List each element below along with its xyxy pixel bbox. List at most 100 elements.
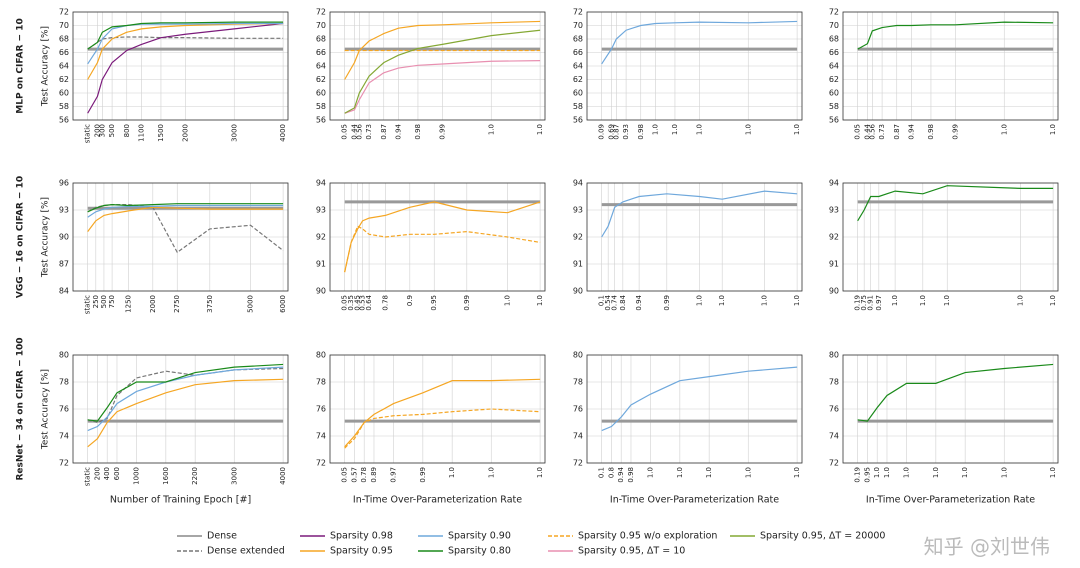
y-tick-label: 72 [573,8,583,17]
series-line [87,363,284,422]
y-tick-label: 76 [573,405,583,414]
x-tick-label: 0.98 [637,124,645,140]
plot-frame [329,182,546,292]
series-line [87,22,284,80]
x-tick-label: 0.78 [360,467,368,483]
series-line [344,378,541,448]
y-tick-label: 56 [573,116,583,125]
x-tick-label: 0.99 [419,467,427,483]
y-tick-label: 58 [573,102,583,111]
series-line [87,206,284,232]
y-tick-label: 90 [829,287,839,296]
y-tick-label: 70 [573,21,583,30]
y-tick-label: 66 [829,48,839,57]
x-tick-label: 1100 [137,124,145,142]
x-tick-label: static [84,467,92,486]
y-tick-label: 58 [59,102,69,111]
x-tick-label: 0.57 [350,467,358,483]
x-tick-label: 200 [93,467,101,480]
x-tick-label: 0.73 [878,124,886,140]
y-tick-label: 62 [59,75,69,84]
x-tick-label: 4000 [279,124,287,142]
x-tick-label: 0.99 [438,124,446,140]
x-tick-label: 2000 [149,295,157,313]
y-tick-label: 80 [573,351,583,360]
series-line [87,204,284,218]
x-tick-label: 0.91 [867,295,875,311]
series-line [87,204,284,254]
x-tick-label: 0.56 [868,123,876,139]
y-tick-label: 72 [59,459,69,468]
x-tick-label: 0.1 [598,467,606,478]
y-tick-label: 93 [316,206,326,215]
x-tick-label: 600 [113,467,121,480]
x-axis-label: Number of Training Epoch [#] [110,495,251,506]
x-tick-label: 1000 [133,467,141,485]
x-tick-label: 1.0 [676,467,684,478]
legend-label: Sparsity 0.90 [448,531,511,542]
x-tick-label: 1.0 [1049,295,1057,306]
plot-frame [72,11,289,121]
x-tick-label: 1.0 [1000,124,1008,135]
legend-label: Sparsity 0.95, ΔT = 20000 [760,531,885,542]
y-axis-label: Test Accuracy [%] [41,197,51,278]
x-tick-label: 1.0 [793,295,801,306]
x-tick-label: 1.0 [705,467,713,478]
plot-frame [72,354,289,464]
x-tick-label: 750 [108,295,116,308]
row-label: MLP on CIFAR − 10 [16,18,26,113]
x-tick-label: 1.0 [891,295,899,306]
x-tick-label: 1.0 [695,295,703,306]
x-tick-label: 1500 [157,124,165,142]
x-tick-label: static [84,295,92,314]
x-tick-label: 0.84 [619,294,627,310]
x-tick-label: 4000 [279,467,287,485]
x-tick-label: 1.0 [883,467,891,478]
x-tick-label: 0.98 [927,124,935,140]
x-tick-label: 1.0 [536,124,544,135]
legend-label: Sparsity 0.95 [330,546,393,557]
x-tick-label: 1.0 [504,295,512,306]
row-label: ResNet − 34 on CIFAR − 100 [16,337,26,480]
series-line [87,378,284,448]
series-line [857,185,1054,222]
plot-frame [842,11,1059,121]
plot-frame [586,354,803,464]
x-tick-label: 0.93 [622,124,630,140]
legend-label: Sparsity 0.95, ΔT = 10 [578,546,685,557]
y-tick-label: 76 [829,405,839,414]
y-tick-label: 74 [316,432,326,441]
x-tick-label: 0.19 [854,295,862,311]
y-tick-label: 60 [59,89,69,98]
x-tick-label: 300 [98,124,106,137]
y-tick-label: 80 [316,351,326,360]
y-tick-label: 68 [573,35,583,44]
legend-label: Sparsity 0.98 [330,531,393,542]
y-tick-label: 64 [316,62,326,71]
plot-frame [329,11,546,121]
y-tick-label: 64 [573,62,583,71]
x-tick-label: 3000 [230,467,238,485]
x-tick-label: 0.73 [365,124,373,140]
y-tick-label: 70 [59,21,69,30]
legend-label: Dense extended [207,546,285,557]
y-tick-label: 56 [59,116,69,125]
x-tick-label: 1.0 [1049,124,1057,135]
x-tick-label: 0.94 [907,123,915,139]
y-tick-label: 64 [59,62,69,71]
x-tick-label: 0.05 [341,124,349,140]
y-tick-label: 66 [316,48,326,57]
y-tick-label: 92 [829,233,839,242]
x-tick-label: 1.0 [793,467,801,478]
x-tick-label: 1.0 [671,124,679,135]
x-tick-label: 0.44 [863,123,871,139]
y-tick-label: 92 [316,233,326,242]
x-tick-label: 0.05 [341,467,349,483]
y-tick-label: 60 [829,89,839,98]
x-tick-label: 1.0 [903,467,911,478]
series-line [344,60,541,114]
x-tick-label: 1.0 [536,295,544,306]
x-tick-label: 3750 [206,295,214,313]
x-tick-label: 1.0 [793,124,801,135]
x-tick-label: 1250 [124,295,132,313]
